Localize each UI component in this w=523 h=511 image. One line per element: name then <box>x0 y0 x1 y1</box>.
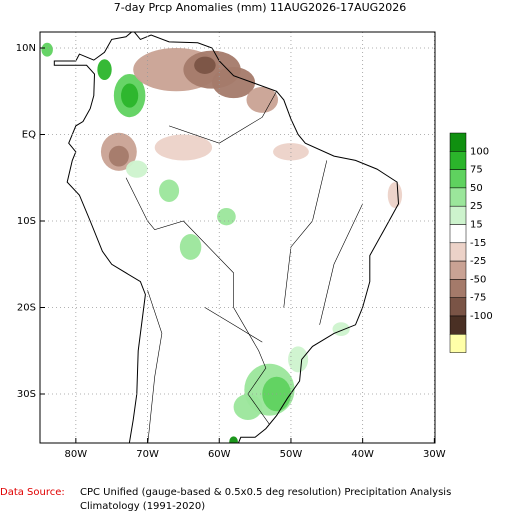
colorbar-swatch <box>449 132 467 152</box>
climatology-text: Climatology (1991-2020) <box>80 501 205 511</box>
colorbar-label: -50 <box>470 274 486 285</box>
colorbar-swatch <box>449 297 467 317</box>
lon-label: 40W <box>351 449 374 460</box>
border <box>147 290 163 443</box>
anomaly-patch <box>154 134 213 161</box>
border <box>204 307 263 343</box>
colorbar-label: 25 <box>470 201 483 212</box>
colorbar-label: -25 <box>470 256 486 267</box>
anomaly-patch <box>332 322 350 337</box>
border <box>283 160 328 308</box>
anomaly-patch <box>97 59 112 81</box>
colorbar-swatch <box>449 242 467 262</box>
colorbar-label: 15 <box>470 220 483 231</box>
lat-label: 30S <box>17 389 36 400</box>
lon-label: 70W <box>136 449 159 460</box>
source-label: Data Source: <box>0 487 65 498</box>
lat-label: 20S <box>17 303 36 314</box>
colorbar-label: 100 <box>470 146 489 157</box>
colorbar-label: -75 <box>470 293 486 304</box>
colorbar-swatch <box>449 279 467 298</box>
lon-label: 30W <box>423 449 446 460</box>
coastline <box>53 32 400 443</box>
colorbar-swatch <box>449 187 467 207</box>
anomaly-patch <box>387 182 403 209</box>
anomaly-patch <box>246 86 279 113</box>
colorbar-swatch <box>449 260 467 280</box>
anomaly-patch <box>194 56 216 74</box>
border <box>168 91 277 144</box>
lon-label: 80W <box>65 449 88 460</box>
anomaly-patch <box>121 83 139 108</box>
anomaly-patch <box>212 67 256 99</box>
anomaly-patch <box>217 208 236 226</box>
lat-label: 10N <box>16 43 36 54</box>
anomaly-patch <box>179 233 202 260</box>
anomaly-patch <box>288 346 309 373</box>
colorbar-swatch <box>449 334 467 353</box>
border <box>125 177 270 425</box>
colorbar-swatch <box>449 205 467 225</box>
anomaly-patch <box>273 143 309 161</box>
lon-label: 50W <box>280 449 303 460</box>
anomaly-patch <box>229 436 238 443</box>
anomaly-patch <box>159 179 180 202</box>
colorbar-label: 75 <box>470 165 483 176</box>
colorbar-swatch <box>449 169 467 189</box>
source-text: CPC Unified (gauge-based & 0.5x0.5 deg r… <box>80 487 451 498</box>
anomaly-patch <box>126 160 148 178</box>
lat-label: EQ <box>22 130 36 141</box>
anomaly-patch <box>41 42 53 57</box>
title: 7-day Prcp Anomalies (mm) 11AUG2026-17AU… <box>114 1 406 14</box>
colorbar-label: -100 <box>470 311 493 322</box>
plot-area <box>40 32 435 443</box>
lat-label: 10S <box>17 216 36 227</box>
colorbar-swatch <box>449 224 467 244</box>
colorbar-swatch <box>449 315 467 335</box>
anomaly-patch <box>108 145 129 167</box>
colorbar-swatch <box>449 151 467 170</box>
border <box>319 203 363 325</box>
colorbar-label: 50 <box>470 183 483 194</box>
lon-label: 60W <box>208 449 231 460</box>
plot-frame <box>39 31 436 444</box>
colorbar-label: -15 <box>470 238 486 249</box>
anomaly-patch <box>233 394 263 420</box>
